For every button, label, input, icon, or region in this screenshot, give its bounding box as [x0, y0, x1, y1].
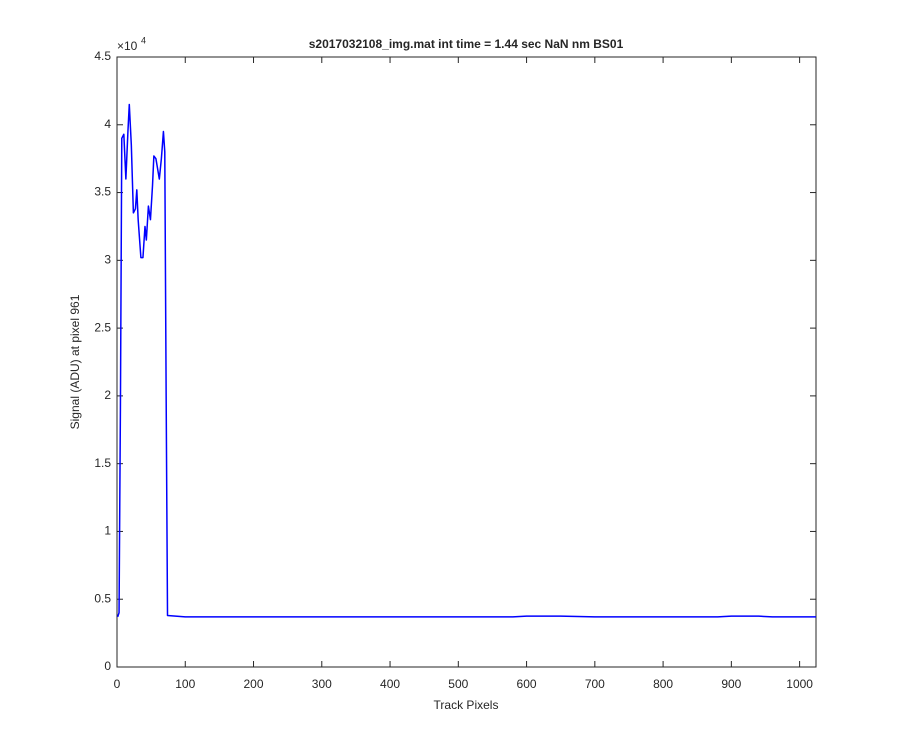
y-tick-label: 2.5 [94, 320, 111, 334]
y-exponent-base: ×10 [117, 39, 138, 53]
x-tick-label: 0 [114, 677, 121, 691]
y-tick-label: 4.5 [94, 49, 111, 63]
x-tick-label: 1000 [786, 677, 813, 691]
chart-title: s2017032108_img.mat int time = 1.44 sec … [309, 37, 624, 51]
y-tick-label: 0 [104, 659, 111, 673]
y-tick-label: 1 [104, 524, 111, 538]
y-tick-label: 1.5 [94, 456, 111, 470]
y-tick-label: 4 [104, 117, 111, 131]
x-tick-label: 300 [312, 677, 332, 691]
x-tick-label: 400 [380, 677, 400, 691]
y-exponent-power: 4 [141, 35, 146, 45]
x-axis-label: Track Pixels [434, 698, 499, 712]
axes-box [116, 56, 817, 668]
y-tick-label: 3 [104, 253, 111, 267]
x-tick-label: 800 [653, 677, 673, 691]
x-tick-label: 100 [175, 677, 195, 691]
y-tick-label: 0.5 [94, 591, 111, 605]
y-tick-label: 2 [104, 388, 111, 402]
y-axis-label: Signal (ADU) at pixel 961 [68, 294, 82, 429]
x-tick-label: 200 [244, 677, 264, 691]
x-tick-label: 900 [721, 677, 741, 691]
x-tick-label: 500 [448, 677, 468, 691]
x-tick-label: 600 [517, 677, 537, 691]
x-tick-label: 700 [585, 677, 605, 691]
y-tick-label: 3.5 [94, 185, 111, 199]
data-line [116, 103, 816, 618]
